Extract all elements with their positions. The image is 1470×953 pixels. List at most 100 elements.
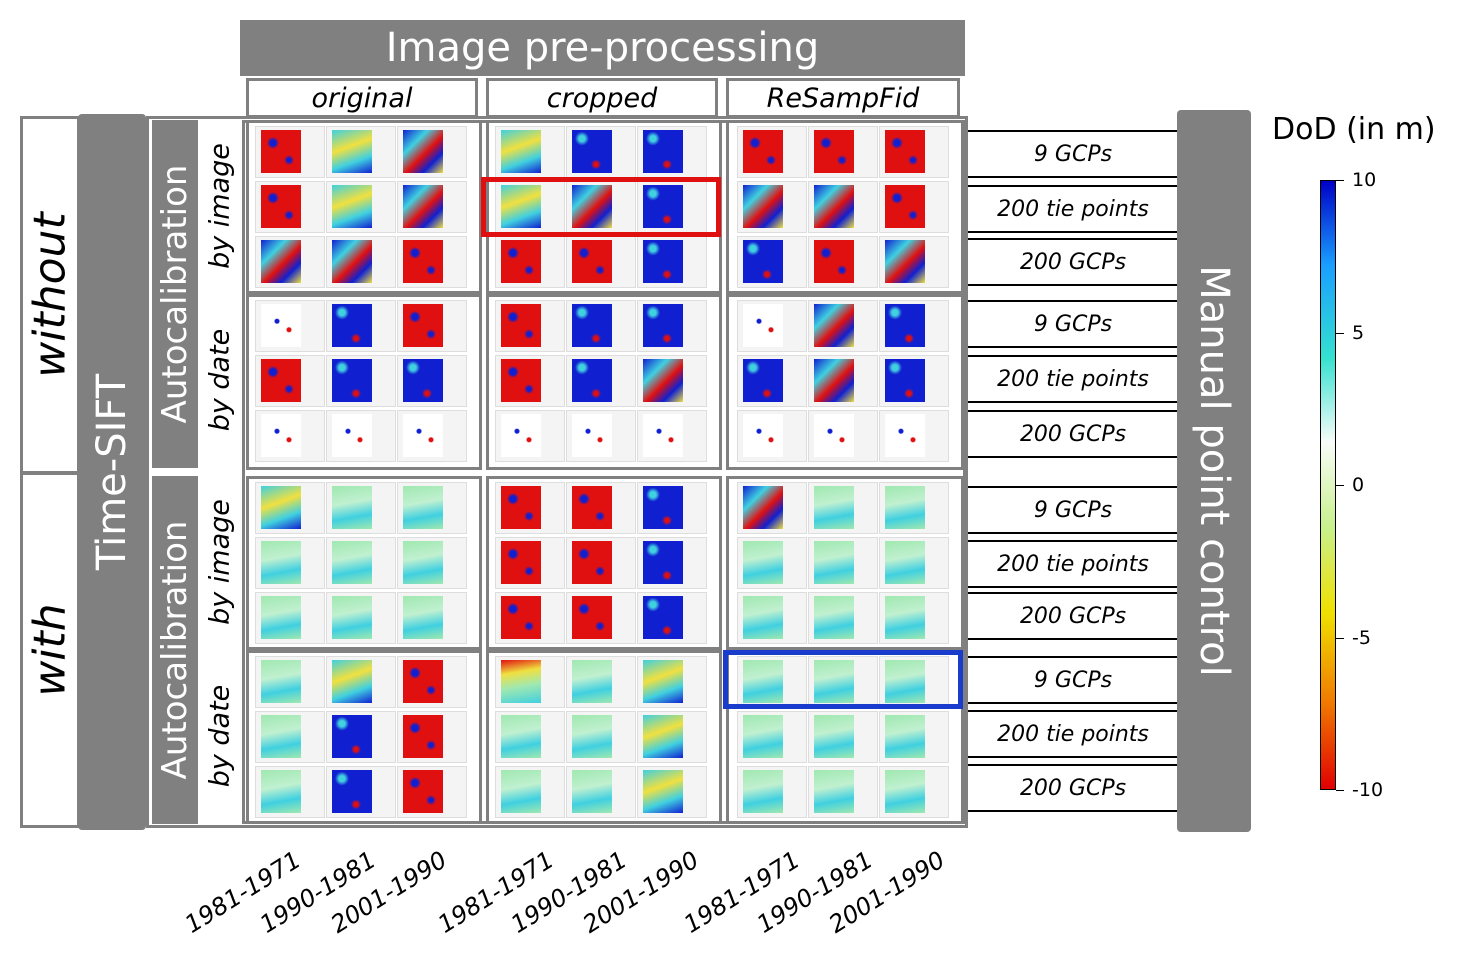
- dod-map-image: [643, 486, 683, 529]
- manual-control-row-label: 200 tie points: [997, 196, 1149, 222]
- section-box: [726, 120, 964, 294]
- colorbar: [1320, 180, 1336, 790]
- dod-map-image: [743, 660, 783, 703]
- dod-map-image: [643, 185, 683, 228]
- dod-map-image: [572, 304, 612, 347]
- dod-map-image: [572, 660, 612, 703]
- dod-map-image: [814, 240, 854, 283]
- colorbar-tick-label: -10: [1352, 779, 1384, 801]
- dod-map-image: [814, 304, 854, 347]
- dod-map-image: [643, 715, 683, 758]
- manual-point-control-banner: Manual point control: [1177, 110, 1251, 832]
- dod-map-image: [643, 770, 683, 813]
- column-header-resampfid: ReSampFid: [726, 78, 960, 118]
- dod-thumbnail: [495, 355, 565, 407]
- dod-thumbnail: [255, 410, 325, 462]
- column-header-cropped: cropped: [486, 78, 718, 118]
- dod-map-image: [501, 240, 541, 283]
- dod-map-image: [403, 185, 443, 228]
- dod-thumbnail: [495, 300, 565, 352]
- manual-control-row-label: 200 GCPs: [1019, 603, 1127, 629]
- dod-thumbnail: [326, 126, 396, 178]
- dod-map-image: [643, 130, 683, 173]
- dod-thumbnail: [495, 592, 565, 644]
- dod-map-image: [885, 414, 925, 457]
- dod-thumbnail: [397, 537, 467, 589]
- dod-map-image: [403, 715, 443, 758]
- dod-thumbnail: [326, 181, 396, 233]
- dod-map-image: [501, 359, 541, 402]
- section-box: [246, 476, 482, 650]
- dod-map-image: [403, 596, 443, 639]
- dod-thumbnail: [566, 181, 636, 233]
- autocalibration-banner-top: Autocalibration: [152, 120, 198, 468]
- dod-thumbnail: [808, 181, 878, 233]
- dod-thumbnail: [326, 592, 396, 644]
- dod-map-image: [332, 185, 372, 228]
- dod-thumbnail: [808, 537, 878, 589]
- manual-control-row: 9 GCPs: [968, 486, 1178, 534]
- dod-map-image: [501, 660, 541, 703]
- manual-control-row-label: 200 tie points: [997, 721, 1149, 747]
- section-box: [246, 650, 482, 824]
- dod-thumbnail: [808, 766, 878, 818]
- dod-map-image: [885, 770, 925, 813]
- dod-thumbnail: [495, 410, 565, 462]
- grid-frame: [146, 116, 968, 828]
- dod-thumbnail: [566, 355, 636, 407]
- dod-map-image: [403, 240, 443, 283]
- dod-thumbnail: [566, 126, 636, 178]
- manual-control-row-label: 200 GCPs: [1019, 775, 1127, 801]
- dod-map-image: [885, 715, 925, 758]
- manual-control-row-label: 200 GCPs: [1019, 421, 1127, 447]
- highlight-red-box: [481, 177, 721, 237]
- manual-control-row: 200 GCPs: [968, 238, 1178, 286]
- dod-map-image: [572, 185, 612, 228]
- dod-map-image: [403, 486, 443, 529]
- dod-map-image: [332, 130, 372, 173]
- dod-thumbnail: [879, 236, 949, 288]
- dod-thumbnail: [737, 482, 807, 534]
- dod-thumbnail: [879, 410, 949, 462]
- colorbar-tick-mark: [1336, 790, 1344, 791]
- dod-map-image: [743, 130, 783, 173]
- dod-map-image: [572, 596, 612, 639]
- dod-map-image: [572, 486, 612, 529]
- dod-thumbnail: [566, 482, 636, 534]
- manual-control-row-label: 9 GCPs: [1033, 141, 1113, 167]
- dod-thumbnail: [326, 711, 396, 763]
- dod-map-image: [332, 715, 372, 758]
- manual-control-row: 9 GCPs: [968, 130, 1178, 178]
- dod-map-image: [643, 660, 683, 703]
- dod-thumbnail: [808, 711, 878, 763]
- dod-thumbnail: [737, 711, 807, 763]
- dod-thumbnail: [255, 656, 325, 708]
- dod-map-image: [332, 359, 372, 402]
- dod-map-image: [814, 660, 854, 703]
- dod-thumbnail: [737, 656, 807, 708]
- dod-map-image: [261, 130, 301, 173]
- dod-map-image: [743, 414, 783, 457]
- dod-map-image: [261, 240, 301, 283]
- colorbar-tick-mark: [1336, 332, 1344, 334]
- dod-map-image: [814, 715, 854, 758]
- dod-thumbnail: [808, 126, 878, 178]
- dod-thumbnail: [255, 711, 325, 763]
- manual-control-row: 200 tie points: [968, 185, 1178, 233]
- dod-map-image: [572, 240, 612, 283]
- time-sift-banner: Time-SIFT: [78, 114, 146, 830]
- dod-map-image: [885, 596, 925, 639]
- dod-thumbnail: [879, 482, 949, 534]
- dod-map-image: [332, 660, 372, 703]
- dod-thumbnail: [879, 126, 949, 178]
- manual-control-row-label: 9 GCPs: [1033, 311, 1113, 337]
- dod-thumbnail: [326, 482, 396, 534]
- dod-thumbnail: [397, 766, 467, 818]
- dod-thumbnail: [737, 410, 807, 462]
- dod-thumbnail: [637, 766, 707, 818]
- dod-thumbnail: [637, 300, 707, 352]
- dod-map-image: [814, 770, 854, 813]
- dod-map-image: [885, 304, 925, 347]
- dod-map-image: [403, 359, 443, 402]
- without-panel: without: [20, 116, 80, 474]
